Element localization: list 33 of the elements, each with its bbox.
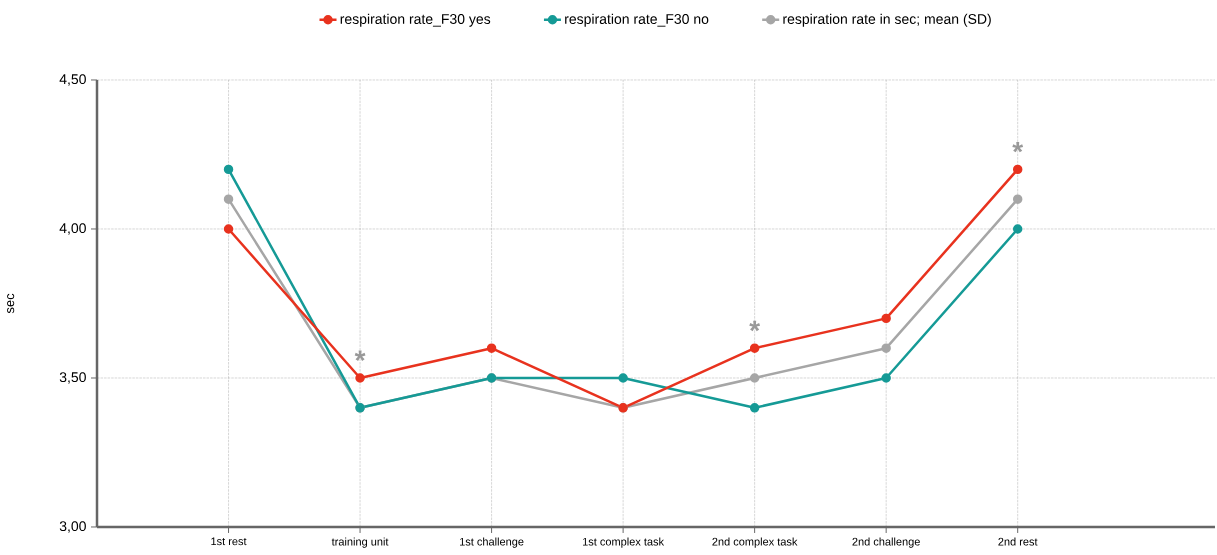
y-tick-label: 4,00: [59, 223, 86, 235]
point: [881, 373, 891, 383]
point: [881, 313, 891, 324]
legend-label: respiration rate_F30 no: [565, 13, 709, 27]
point: [355, 373, 365, 383]
point: [486, 343, 497, 353]
x-tick-label: 2nd rest: [998, 537, 1038, 546]
annotation: *: [749, 320, 761, 332]
point: [223, 194, 234, 204]
point: [749, 403, 760, 413]
x-tick-label: training unit: [331, 537, 389, 548]
y-tick-label: 3,50: [59, 372, 86, 384]
legend-label: respiration rate in sec; mean (SD): [783, 13, 991, 27]
point: [1012, 194, 1023, 204]
annotation: *: [354, 350, 366, 361]
point: [223, 164, 234, 175]
point: [881, 343, 891, 353]
x-tick-label: 1st complex task: [583, 537, 665, 548]
y-tick-label: 4,50: [59, 74, 86, 86]
point: [749, 343, 760, 353]
point: [618, 373, 628, 383]
x-tick-label: 1st challenge: [460, 537, 524, 548]
point: [223, 224, 234, 234]
x-tick-label: 1st rest: [211, 537, 247, 546]
x-tick-label: 2nd complex task: [712, 537, 798, 548]
point: [1012, 164, 1023, 175]
legend-label: respiration rate_F30 yes: [340, 13, 491, 27]
x-tick-label: 2nd challenge: [852, 537, 920, 548]
point: [749, 373, 760, 383]
annotation: *: [1012, 141, 1024, 153]
point: [1012, 224, 1023, 234]
y-tick-label: 3,00: [59, 521, 86, 533]
y-axis-title: sec: [7, 293, 15, 314]
